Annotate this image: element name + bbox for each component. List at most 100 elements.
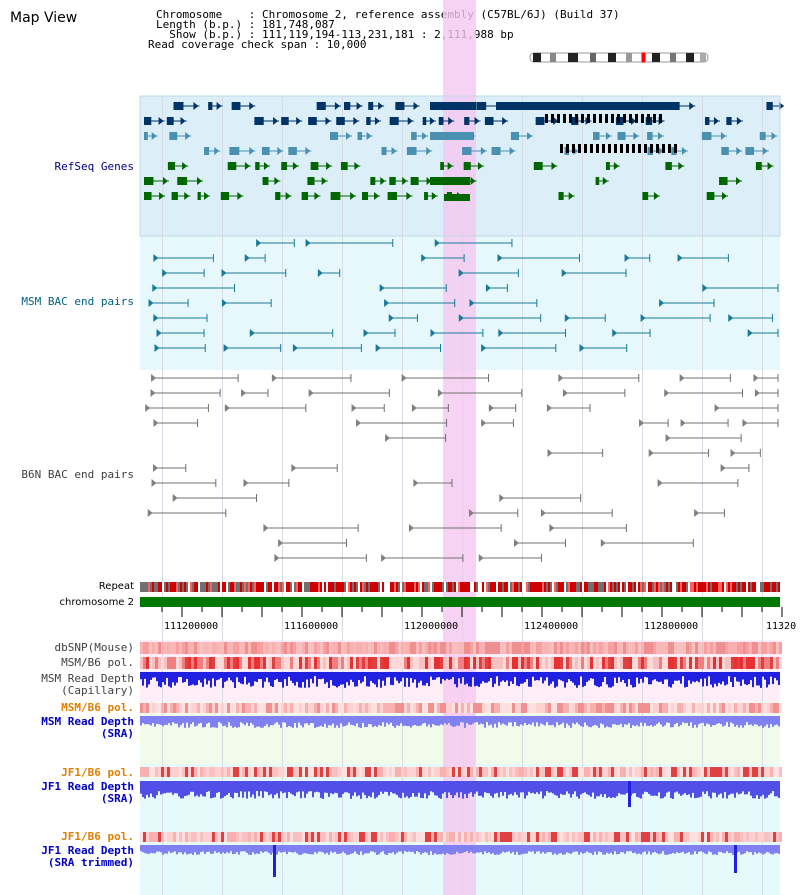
depth-bar: [744, 672, 746, 685]
repeat-cell: [590, 582, 592, 592]
pol-cell: [698, 703, 701, 713]
depth-bar: [738, 716, 740, 728]
depth-bar: [220, 716, 222, 724]
depth-bar: [314, 845, 316, 852]
depth-bar: [312, 781, 314, 798]
depth-bar: [490, 781, 492, 796]
pol-cell: [641, 703, 644, 713]
dbsnp-cell: [533, 642, 536, 654]
bac-end-marker: [498, 329, 504, 337]
gene-exon: [316, 102, 326, 110]
depth-bar: [422, 781, 424, 799]
pol-cell: [761, 703, 764, 713]
pol-cell: [323, 657, 326, 669]
depth-bar: [204, 716, 206, 728]
repeat-cell: [614, 582, 616, 592]
depth-bar: [384, 845, 386, 855]
depth-bar: [206, 716, 208, 724]
pol-cell: [374, 703, 377, 713]
depth-bar: [240, 845, 242, 852]
repeat-cell: [296, 582, 298, 592]
gene-arrow: [151, 132, 157, 140]
depth-bar: [170, 716, 172, 726]
depth-bar: [392, 672, 394, 686]
depth-bar: [178, 672, 180, 677]
depth-bar: [538, 716, 540, 727]
dbsnp-cell: [779, 642, 782, 654]
depth-bar: [504, 845, 506, 853]
chromosome-ideogram[interactable]: [528, 52, 714, 64]
pol-cell: [779, 703, 782, 713]
depth-bar: [194, 672, 196, 686]
repeat-cell: [252, 582, 254, 592]
pol-cell: [293, 657, 296, 669]
pol-cell: [515, 657, 518, 669]
pol-cell: [671, 703, 674, 713]
depth-bar: [464, 672, 466, 685]
depth-bar: [616, 781, 618, 797]
gene-arrow: [678, 162, 684, 170]
pol-cell: [359, 767, 362, 777]
depth-bar: [634, 716, 636, 727]
depth-bar: [460, 672, 462, 684]
gene-arrow: [354, 162, 360, 170]
depth-bar: [262, 845, 264, 853]
gene-arrow: [736, 117, 742, 125]
gene-arrow: [353, 117, 359, 125]
depth-bar: [708, 716, 710, 725]
depth-bar: [208, 845, 210, 852]
bac-end-marker: [561, 269, 567, 277]
depth-bar: [222, 672, 224, 688]
depth-bar: [428, 845, 430, 855]
pol-cell: [404, 767, 407, 777]
depth-bar: [748, 845, 750, 853]
depth-bar: [256, 672, 258, 682]
dbsnp-cell: [374, 642, 377, 654]
pol-cell: [578, 657, 581, 669]
dbsnp-cell: [344, 642, 347, 654]
depth-bar: [408, 672, 410, 687]
pol-cell: [566, 657, 569, 669]
depth-bar: [742, 781, 744, 792]
repeat-cell: [570, 582, 572, 592]
dbsnp-cell: [542, 642, 545, 654]
pol-cell: [686, 703, 689, 713]
depth-bar: [580, 781, 582, 795]
pol-cell: [185, 767, 188, 777]
depth-bar: [620, 672, 622, 682]
pol-cell: [356, 832, 359, 842]
depth-bar: [768, 781, 770, 795]
pol-cell: [647, 832, 650, 842]
pol-cell: [515, 703, 518, 713]
pol-cell: [170, 832, 173, 842]
depth-bar: [268, 672, 270, 683]
depth-bar: [296, 672, 298, 682]
pol-cell: [470, 657, 473, 669]
depth-bar: [716, 845, 718, 855]
repeat-cell: [558, 582, 560, 592]
pol-cell: [293, 767, 296, 777]
exon-block: [644, 144, 647, 153]
depth-bar: [496, 781, 498, 793]
depth-bar: [456, 716, 458, 726]
pol-cell: [725, 703, 728, 713]
depth-bar: [246, 716, 248, 723]
pol-cell: [506, 703, 509, 713]
depth-bar: [622, 781, 624, 795]
pol-cell: [278, 767, 281, 777]
depth-bar: [744, 716, 746, 726]
pol-cell: [419, 657, 422, 669]
gene-exon: [464, 117, 470, 125]
depth-bar: [244, 716, 246, 726]
depth-bar: [758, 672, 760, 686]
pol-cell: [182, 657, 185, 669]
depth-bar: [250, 781, 252, 798]
depth-bar: [710, 716, 712, 727]
depth-bar: [570, 845, 572, 854]
gene-arrow: [314, 192, 320, 200]
pol-cell: [200, 657, 203, 669]
pol-cell: [755, 767, 758, 777]
repeat-cell: [672, 582, 674, 592]
depth-bar: [614, 716, 616, 725]
